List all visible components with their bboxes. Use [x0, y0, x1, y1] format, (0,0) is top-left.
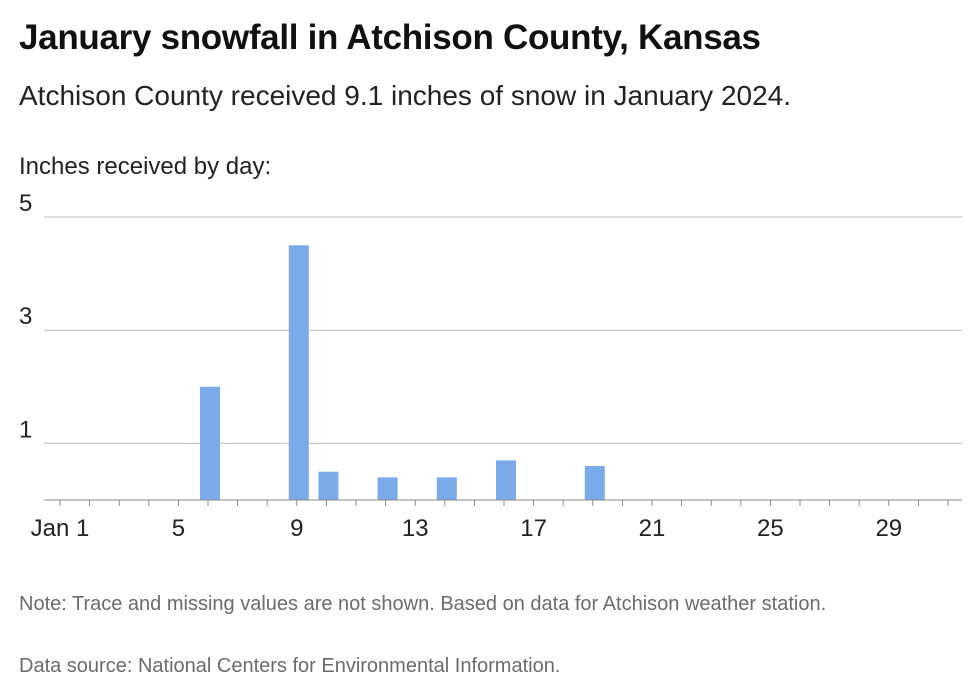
bar-day-16: [496, 460, 516, 500]
x-tick-label: 21: [639, 515, 666, 542]
bar-day-19: [584, 466, 605, 500]
bar-day-6: [200, 386, 220, 500]
y-axis-label: Inches received by day:: [19, 153, 272, 180]
chart-title: January snowfall in Atchison County, Kan…: [19, 18, 761, 57]
x-tick-label: 5: [172, 515, 185, 542]
bar-day-10: [318, 471, 339, 500]
y-tick-label: 1: [19, 416, 32, 443]
x-tick-label: 13: [402, 515, 429, 542]
chart-note: Note: Trace and missing values are not s…: [19, 593, 827, 615]
data-source: Data source: National Centers for Enviro…: [19, 655, 561, 677]
chart-subtitle: Atchison County received 9.1 inches of s…: [19, 80, 792, 111]
bar-day-12: [377, 477, 398, 500]
y-tick-label: 5: [19, 190, 32, 217]
x-tick-label: Jan 1: [31, 515, 90, 542]
bar-day-14: [436, 477, 457, 500]
x-tick-label: 29: [875, 515, 902, 542]
y-tick-label: 3: [19, 303, 32, 330]
x-tick-label: 25: [757, 515, 784, 542]
x-tick-label: 17: [520, 515, 547, 542]
x-tick-label: 9: [290, 515, 303, 542]
bar-day-9: [288, 245, 309, 500]
